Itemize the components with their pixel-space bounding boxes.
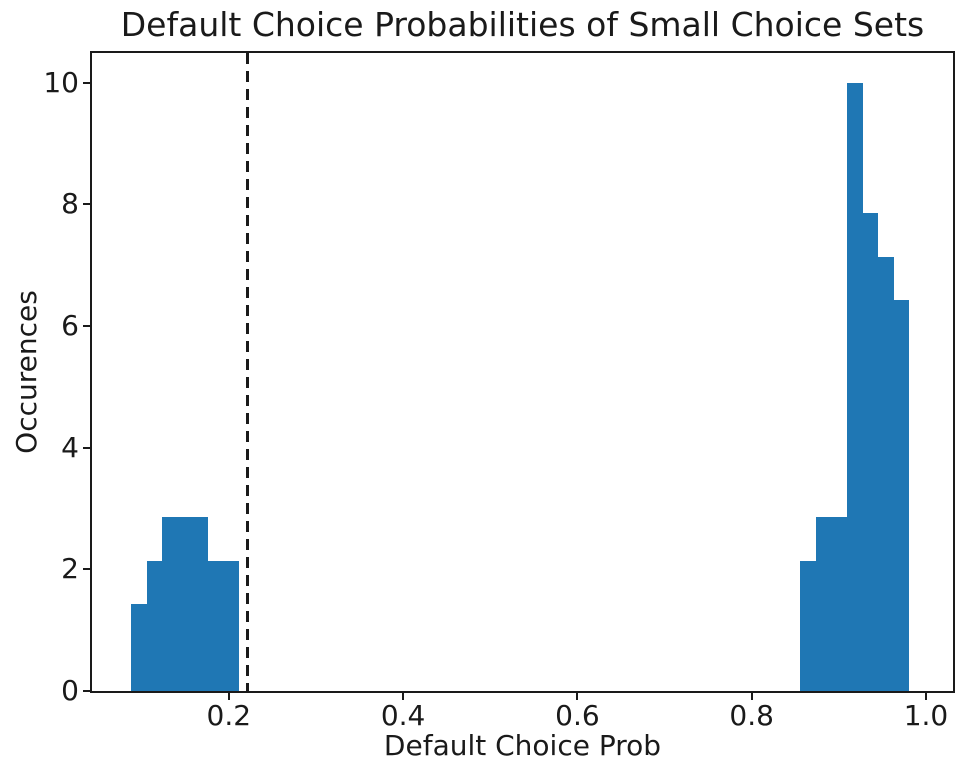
y-tick-mark: [83, 325, 92, 328]
y-tick-mark: [83, 203, 92, 206]
y-tick-label: 0: [61, 674, 79, 707]
histogram-bar: [162, 517, 178, 691]
histogram-bar: [177, 517, 193, 691]
y-axis-ticks: 0 2 4 6 8 10: [43, 53, 953, 705]
histogram-bar: [800, 560, 817, 691]
x-axis-ticks: 0.2 0.4 0.6 0.8 1.0: [92, 53, 953, 730]
x-tick-label: 0.4: [380, 699, 426, 732]
y-tick-label: 6: [61, 309, 79, 343]
histogram-bar: [208, 560, 224, 691]
histogram-bar: [193, 517, 209, 691]
histogram-bar: [878, 256, 894, 691]
x-tick-mark: [402, 691, 405, 700]
x-tick-mark: [750, 691, 753, 700]
x-tick-label: 1.0: [903, 699, 949, 732]
threshold-line: [246, 53, 250, 691]
y-tick-mark: [83, 568, 92, 571]
y-tick-mark: [83, 690, 92, 692]
x-tick-mark: [576, 691, 579, 700]
plot-area: 0.2 0.4 0.6 0.8 1.0 0 2 4 6 8 10: [43, 51, 955, 730]
y-tick-label: 10: [43, 65, 79, 99]
histogram-bar: [847, 82, 863, 691]
histogram-bar: [862, 212, 879, 691]
x-tick-mark: [227, 691, 230, 700]
y-tick-label: 2: [61, 552, 79, 586]
y-tick-label: 4: [61, 430, 79, 464]
histogram-bar: [131, 604, 147, 691]
y-tick-label: 8: [61, 187, 79, 221]
histogram-bar: [816, 517, 832, 691]
x-axis-label: Default Choice Prob: [383, 729, 662, 762]
histogram-bar: [893, 299, 910, 691]
y-tick-mark: [83, 446, 92, 449]
y-axis-label: Occurences: [10, 290, 43, 454]
x-tick-label: 0.2: [206, 699, 252, 732]
y-tick-mark: [83, 81, 92, 84]
histogram-bar: [146, 560, 163, 691]
histogram-bar: [223, 560, 240, 691]
x-tick-label: 0.8: [729, 699, 774, 732]
x-tick-label: 0.6: [555, 699, 600, 732]
histogram-bars: [92, 53, 953, 691]
x-tick-mark: [924, 691, 927, 700]
chart-title: Default Choice Probabilities of Small Ch…: [120, 5, 925, 44]
histogram-bar: [831, 517, 848, 691]
